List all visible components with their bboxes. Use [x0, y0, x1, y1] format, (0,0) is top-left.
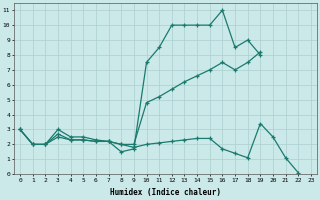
- X-axis label: Humidex (Indice chaleur): Humidex (Indice chaleur): [110, 188, 221, 197]
